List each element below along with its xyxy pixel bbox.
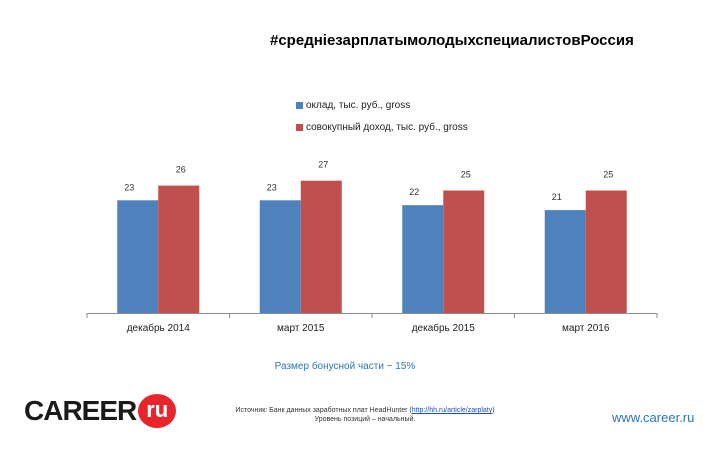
- chart-legend: оклад, тыс. руб., gross совокупный доход…: [296, 98, 468, 142]
- bar-salary: [259, 200, 301, 313]
- source-note: Источник: Банк данных заработных плат He…: [220, 406, 510, 424]
- bar-income: [158, 185, 200, 313]
- data-label-salary: 21: [552, 192, 562, 202]
- career-logo: CAREER ru: [24, 394, 177, 428]
- bar-income: [585, 190, 627, 313]
- legend-label-income: совокупный доход, тыс. руб., gross: [306, 121, 468, 133]
- data-label-income: 25: [461, 170, 471, 180]
- source-link[interactable]: http://hh.ru/article/zarplaty: [411, 407, 493, 414]
- data-label-salary: 22: [409, 187, 419, 197]
- logo-badge: ru: [138, 394, 177, 428]
- data-label-salary: 23: [124, 182, 134, 192]
- x-tick-label: март 2015: [277, 323, 325, 334]
- legend-item-salary: оклад, тыс. руб., gross: [296, 98, 468, 112]
- source-prefix: Источник: Банк данных заработных плат He…: [235, 407, 412, 414]
- logo-word: CAREER: [24, 395, 137, 426]
- legend-swatch-income: [296, 123, 303, 131]
- x-tick-label: март 2016: [562, 323, 610, 334]
- legend-label-salary: оклад, тыс. руб., gross: [306, 99, 411, 111]
- data-label-income: 27: [318, 160, 328, 170]
- bar-income: [443, 190, 485, 313]
- source-suffix: ): [492, 407, 495, 414]
- chart-title: #среднiезарплатымолодыхспециалистовРосси…: [270, 32, 634, 49]
- bar-salary: [402, 205, 444, 313]
- bar-salary: [544, 210, 586, 313]
- x-tick-label: декабрь 2014: [127, 322, 191, 334]
- source-line-2: Уровень позиций – начальный.: [314, 416, 416, 423]
- legend-swatch-salary: [296, 101, 303, 109]
- data-label-income: 26: [176, 165, 186, 175]
- site-link[interactable]: www.career.ru: [612, 410, 695, 425]
- data-label-income: 25: [603, 170, 613, 180]
- data-label-salary: 23: [267, 182, 277, 192]
- legend-item-income: совокупный доход, тыс. руб., gross: [296, 120, 468, 134]
- source-line-1: Источник: Банк данных заработных плат He…: [220, 406, 510, 415]
- x-tick-label: декабрь 2015: [412, 322, 476, 334]
- bar-salary: [117, 200, 159, 313]
- bar-income: [300, 180, 342, 313]
- bonus-note: Размер бонусной части ~ 15%: [274, 361, 416, 372]
